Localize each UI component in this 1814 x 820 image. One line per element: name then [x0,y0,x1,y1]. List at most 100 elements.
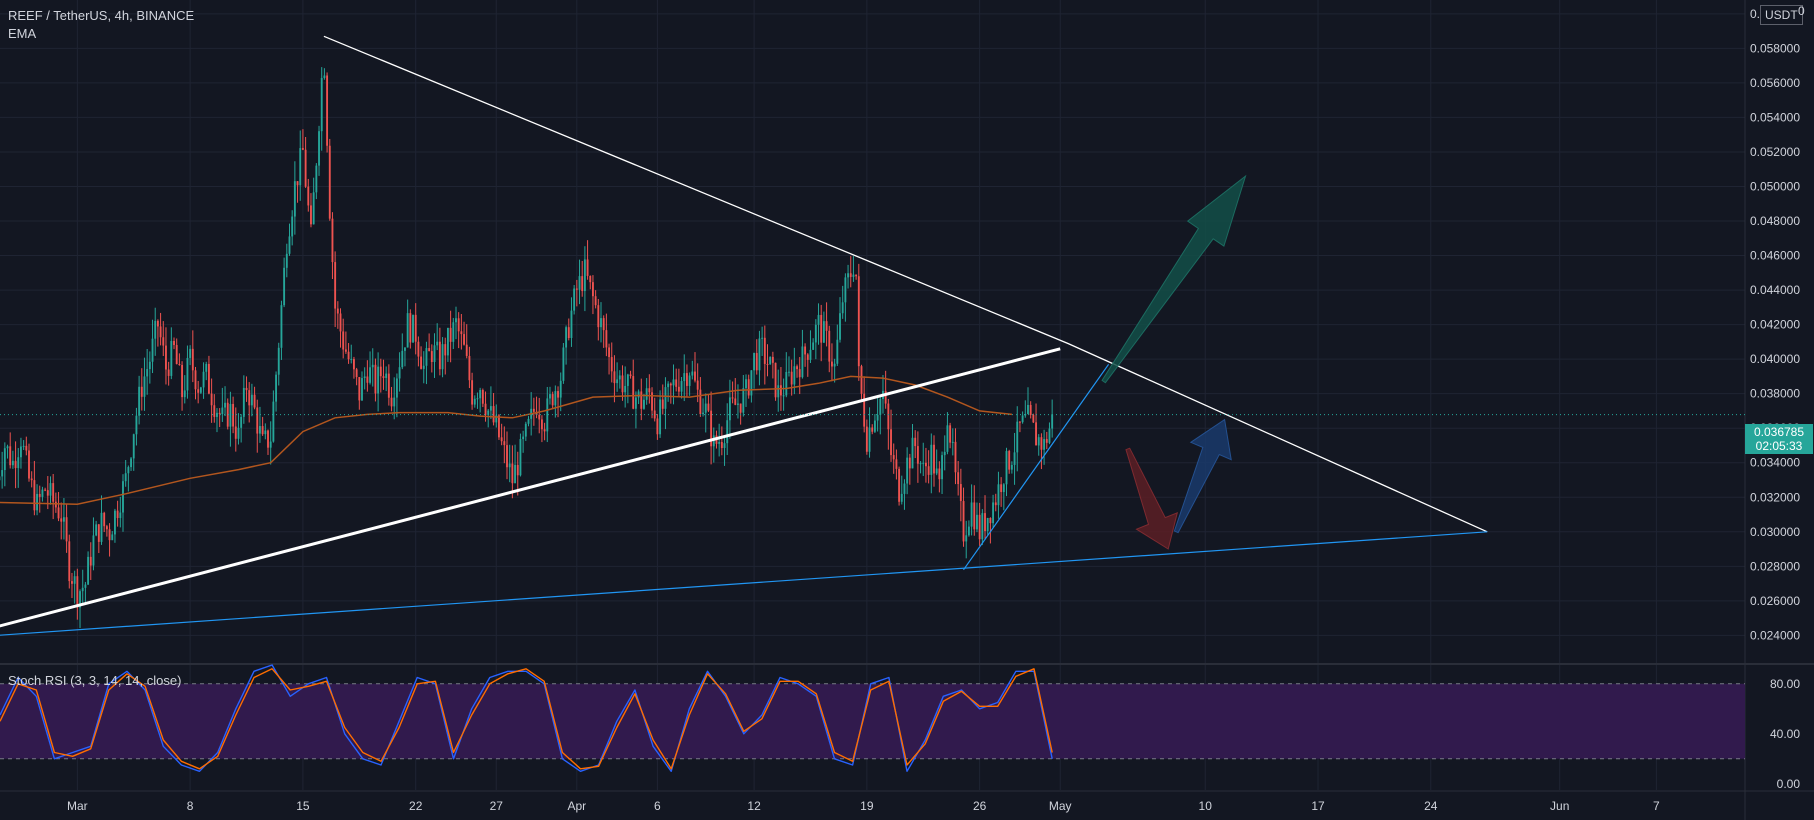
ascending-support-line[interactable] [0,347,1061,628]
candle-body [911,437,914,469]
candle-body [919,463,922,465]
price-tick-label: 0.042000 [1750,318,1800,332]
candle-body [957,472,960,485]
candle-body [549,394,551,399]
candle-body [694,371,696,381]
descending-resistance-line[interactable] [323,35,1488,533]
candle-body [562,347,565,381]
candle-body [734,398,737,405]
candle-body [742,388,745,413]
price-tick-label: 0.048000 [1750,214,1800,228]
candle-body [645,388,648,400]
candle-body [436,341,439,346]
candle-body [621,375,624,393]
candle-body [406,313,409,348]
time-tick-label: May [1049,799,1072,813]
candle-body [992,502,995,524]
candle-body [28,450,30,479]
candle-body [589,275,592,283]
candle-body [30,478,33,481]
time-axis[interactable]: Mar 8 15 22 27 Apr 6 12 19 26 May 10 17 24 Jun 7 [67,799,1660,813]
candle-body [984,513,986,532]
time-tick-label: 22 [409,799,423,813]
candle-body [113,510,116,535]
candle-body [691,371,694,376]
ema-legend: EMA [8,26,37,41]
candle-body [610,357,613,372]
candle-body [285,253,288,268]
candle-body [358,377,361,401]
candle-body [207,363,210,394]
candle-body [946,425,949,452]
candle-body [514,464,517,484]
candle-body [205,363,208,372]
candle-body [648,388,651,393]
candle-body [696,380,699,390]
candle-body [336,308,339,314]
candle-body [197,389,200,393]
candle-body [84,584,87,588]
bearish-arrow-red[interactable] [1125,447,1179,550]
stoch-d-line[interactable] [0,668,1053,770]
candle-body [685,373,688,386]
candle-body [906,457,909,484]
candle-body [398,367,401,379]
candle-body [597,305,600,328]
candle-body [446,327,449,356]
candle-body [162,337,165,346]
candle-body [605,330,608,348]
candle-body [414,314,417,342]
bullish-arrow-green[interactable] [1101,174,1247,384]
candle-body [608,347,610,358]
candle-body [1018,421,1021,423]
candle-body [170,341,173,376]
rsi-tick-label: 80.00 [1770,677,1800,691]
time-tick-label: 17 [1311,799,1325,813]
candle-body [524,423,527,437]
candle-body [393,397,396,407]
candle-body [103,512,106,527]
candle-body [1024,414,1027,416]
candle-body [473,398,476,405]
candle-body [221,407,224,415]
short-uptrend-line[interactable] [963,363,1110,571]
candle-body [253,394,256,408]
time-tick-label: Jun [1550,799,1569,813]
candle-body [242,387,245,417]
candle-body [997,484,1000,506]
candle-body [183,390,186,398]
time-tick-label: 10 [1199,799,1213,813]
price-tick-label: 0.034000 [1750,456,1800,470]
candle-body [540,419,543,430]
time-tick-label: 6 [654,799,661,813]
candle-body [248,390,251,406]
stoch-k-line[interactable] [0,664,1053,772]
candle-body [140,386,143,397]
candle-body [412,314,414,343]
candle-body [994,502,997,506]
rsi-tick-label: 40.00 [1770,727,1800,741]
candle-body [1027,404,1029,415]
candle-body [89,556,92,566]
candle-body [900,493,903,502]
currency-selector[interactable]: USDT [1760,5,1803,25]
candle-body [643,399,645,409]
candle-body [839,313,841,340]
candle-body [1005,451,1008,485]
candle-body [438,341,441,370]
candle-body [347,351,350,360]
candle-body [232,403,235,427]
candle-body [44,489,47,491]
candle-body [761,337,764,339]
lower-support-line[interactable] [0,531,1488,636]
candle-body [234,426,237,439]
candle-body [796,366,798,370]
candle-body [339,313,342,332]
candle-body [825,321,828,331]
candle-body [1010,464,1013,470]
candle-body [755,353,758,371]
bullish-arrow-blue[interactable] [1173,418,1232,534]
candle-body [409,313,412,343]
candle-body [895,459,898,469]
